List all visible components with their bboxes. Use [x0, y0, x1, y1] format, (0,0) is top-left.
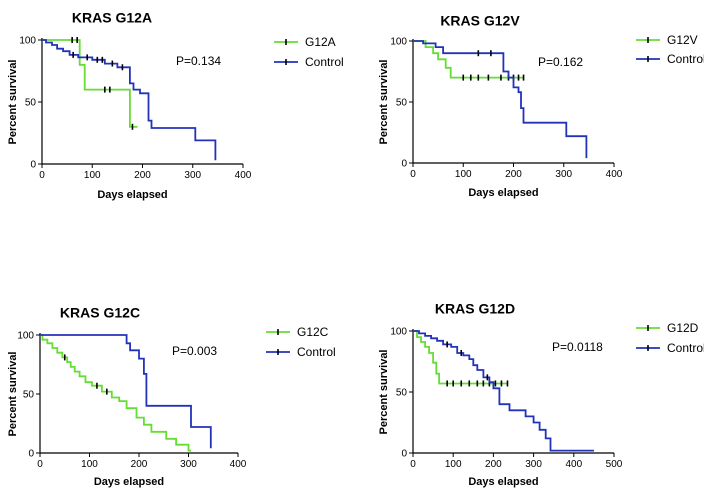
x-tick-label: 400: [235, 170, 252, 181]
y-tick-label: 0: [401, 449, 407, 460]
y-tick-label: 100: [390, 37, 407, 48]
y-tick-label: 50: [396, 388, 408, 399]
chart-panel-0: KRAS G12A 0 100 200 300 400 0 50 100 Days elapsed…: [7, 9, 343, 201]
chart-panel-1: KRAS G12V 0 100 200 300 400 0 50 100 Days elapsed…: [378, 12, 704, 199]
p-value: P=0.134: [176, 54, 221, 68]
legend-label: G12V: [667, 33, 698, 47]
series-line-control: [413, 330, 594, 452]
p-value: P=0.003: [172, 344, 217, 358]
x-tick-label: 200: [131, 459, 148, 470]
legend-label: Control: [667, 341, 704, 355]
series-line-g12c: [40, 334, 191, 452]
x-tick-label: 300: [180, 459, 197, 470]
chart-title: KRAS G12V: [440, 12, 520, 28]
x-tick-label: 200: [485, 459, 502, 470]
legend-label: Control: [305, 55, 344, 69]
y-tick-label: 0: [28, 449, 34, 460]
series-line-g12a: [42, 39, 138, 128]
x-tick-label: 200: [134, 170, 151, 181]
x-tick-label: 100: [445, 459, 462, 470]
legend-label: Control: [667, 52, 704, 66]
x-axis-label: Days elapsed: [468, 476, 538, 488]
chart-title: KRAS G12D: [435, 300, 515, 316]
series-line-control: [42, 39, 217, 161]
legend-label: G12A: [305, 35, 336, 49]
chart-title: KRAS G12C: [60, 304, 140, 320]
y-tick-label: 100: [17, 331, 34, 342]
x-tick-label: 500: [606, 459, 623, 470]
series-line-g12v: [413, 40, 524, 79]
chart-panel-3: KRAS G12D 0 100 200 300 400 500 0 50 100 Days elap…: [378, 300, 704, 488]
x-axis-label: Days elapsed: [468, 187, 538, 199]
y-tick-label: 0: [401, 159, 407, 170]
chart-panel-2: KRAS G12C 0 100 200 300 400 0 50 100 Days elapsed…: [7, 304, 335, 488]
x-tick-label: 100: [84, 170, 101, 181]
series-line-control: [413, 40, 588, 159]
y-tick-label: 50: [396, 98, 408, 109]
x-tick-label: 400: [230, 459, 247, 470]
p-value: P=0.162: [538, 55, 583, 69]
x-tick-label: 300: [555, 169, 572, 180]
series-line-g12d: [413, 330, 508, 385]
y-tick-label: 0: [30, 160, 36, 171]
y-tick-label: 100: [19, 36, 36, 47]
y-axis-label: Percent survival: [378, 60, 390, 145]
series-line-control: [40, 334, 212, 449]
y-axis-label: Percent survival: [7, 352, 19, 437]
x-tick-label: 200: [505, 169, 522, 180]
x-tick-label: 0: [410, 459, 416, 470]
x-tick-label: 0: [410, 169, 416, 180]
y-tick-label: 50: [23, 390, 35, 401]
y-axis-label: Percent survival: [7, 60, 19, 145]
chart-title: KRAS G12A: [72, 9, 152, 25]
x-tick-label: 300: [525, 459, 542, 470]
legend-label: G12D: [667, 321, 699, 335]
y-tick-label: 50: [25, 98, 37, 109]
x-tick-label: 400: [565, 459, 582, 470]
x-tick-label: 0: [39, 170, 45, 181]
x-tick-label: 100: [455, 169, 472, 180]
p-value: P=0.0118: [552, 340, 603, 354]
legend-label: G12C: [297, 325, 329, 339]
x-tick-label: 0: [37, 459, 43, 470]
x-axis-label: Days elapsed: [97, 189, 167, 201]
legend-label: Control: [297, 345, 336, 359]
y-tick-label: 100: [390, 327, 407, 338]
x-tick-label: 400: [606, 169, 623, 180]
y-axis-label: Percent survival: [378, 350, 390, 435]
x-tick-label: 100: [81, 459, 98, 470]
x-axis-label: Days elapsed: [94, 476, 164, 488]
x-tick-label: 300: [184, 170, 201, 181]
